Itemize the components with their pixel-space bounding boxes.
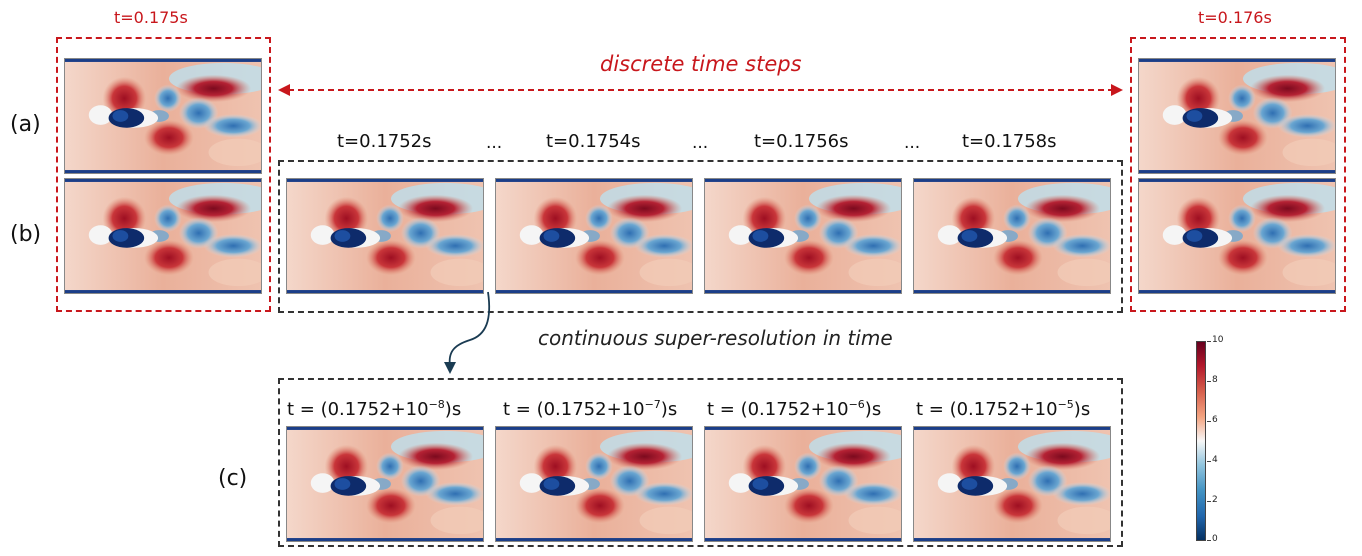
curved-arrow-icon xyxy=(444,291,491,374)
colorbar-tick-label: 0 xyxy=(1212,534,1218,544)
colorbar-tick-label: 8 xyxy=(1212,375,1218,385)
flow-field-left-b xyxy=(64,178,262,294)
row-label-a: (a) xyxy=(10,112,41,137)
colorbar-tick-label: 4 xyxy=(1212,455,1218,465)
double-arrow-icon xyxy=(278,84,1123,96)
ellipsis-3: ... xyxy=(904,133,921,153)
row-b-time-4: t=0.1758s xyxy=(962,131,1057,152)
discrete-caption: discrete time steps xyxy=(600,52,802,76)
row-label-b: (b) xyxy=(10,222,42,247)
colorbar xyxy=(1196,341,1206,541)
colorbar-tick xyxy=(1207,501,1211,502)
colorbar-tick-label: 2 xyxy=(1212,495,1218,505)
row-c-time-1: t = (0.1752+10−8)s xyxy=(287,398,462,420)
flow-field-right-b xyxy=(1138,178,1336,294)
flow-field-left-a xyxy=(64,58,262,174)
flow-field-c-2 xyxy=(495,426,693,542)
row-c-time-4: t = (0.1752+10−5)s xyxy=(916,398,1091,420)
colorbar-tick xyxy=(1207,381,1211,382)
flow-field-b-2 xyxy=(495,178,693,294)
ellipsis-1: ... xyxy=(486,133,503,153)
right-frame-box xyxy=(1130,37,1346,312)
flow-field-c-1 xyxy=(286,426,484,542)
flow-field-c-4 xyxy=(913,426,1111,542)
row-b-time-2: t=0.1754s xyxy=(546,131,641,152)
flow-field-b-3 xyxy=(704,178,902,294)
ellipsis-2: ... xyxy=(692,133,709,153)
colorbar-tick xyxy=(1207,421,1211,422)
colorbar-tick xyxy=(1207,540,1211,541)
row-b-time-1: t=0.1752s xyxy=(337,131,432,152)
right-frame-time-label: t=0.176s xyxy=(1198,8,1272,27)
colorbar-tick xyxy=(1207,461,1211,462)
left-frame-box xyxy=(56,37,271,312)
left-frame-time-label: t=0.175s xyxy=(114,8,188,27)
colorbar-tick-label: 10 xyxy=(1212,335,1224,345)
flow-field-b-1 xyxy=(286,178,484,294)
colorbar-tick-label: 6 xyxy=(1212,415,1218,425)
flow-field-right-a xyxy=(1138,58,1336,174)
flow-field-c-3 xyxy=(704,426,902,542)
row-b-time-3: t=0.1756s xyxy=(754,131,849,152)
row-c-box xyxy=(278,378,1123,547)
row-c-time-2: t = (0.1752+10−7)s xyxy=(503,398,678,420)
row-label-c: (c) xyxy=(218,466,248,491)
row-c-time-3: t = (0.1752+10−6)s xyxy=(707,398,882,420)
row-b-box xyxy=(278,160,1123,313)
continuous-caption: continuous super-resolution in time xyxy=(538,326,893,350)
flow-field-b-4 xyxy=(913,178,1111,294)
colorbar-tick xyxy=(1207,341,1211,342)
